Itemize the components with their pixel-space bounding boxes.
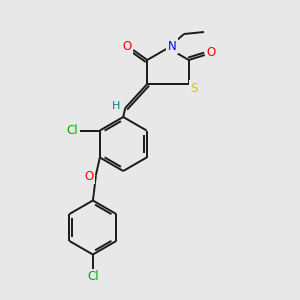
Text: N: N bbox=[168, 40, 176, 52]
Text: O: O bbox=[206, 46, 215, 59]
Text: O: O bbox=[123, 40, 132, 53]
Text: H: H bbox=[112, 101, 120, 111]
Text: S: S bbox=[190, 82, 197, 94]
Text: Cl: Cl bbox=[66, 124, 78, 137]
Text: Cl: Cl bbox=[87, 270, 99, 283]
Text: O: O bbox=[84, 170, 94, 183]
